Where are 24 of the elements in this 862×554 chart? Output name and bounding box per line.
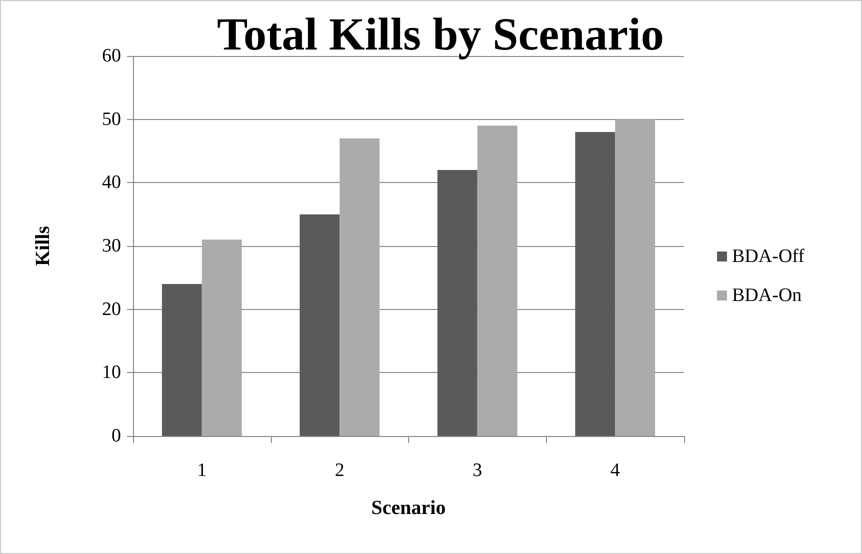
bar — [162, 284, 202, 436]
y-tick-label: 30 — [102, 236, 121, 256]
bar — [300, 214, 340, 436]
legend-label: BDA-Off — [732, 246, 806, 267]
y-tick-label: 0 — [112, 426, 121, 446]
x-tick-label: 1 — [197, 460, 207, 481]
bar — [477, 126, 518, 436]
y-tick-label: 60 — [102, 46, 121, 66]
x-tick-label: 2 — [334, 460, 344, 481]
y-tick-label: 50 — [102, 108, 121, 130]
bar — [340, 138, 380, 436]
y-tick-label: 10 — [102, 362, 121, 384]
y-tick-label: 40 — [102, 172, 121, 194]
bar — [437, 170, 478, 436]
x-tick-label: 3 — [472, 460, 482, 481]
x-axis-title: Scenario — [371, 497, 446, 519]
bar — [575, 132, 616, 436]
y-axis-title: Kills — [32, 226, 54, 266]
chart-title: Total Kills by Scenario — [217, 8, 664, 60]
x-tick-label: 4 — [610, 460, 620, 481]
bar — [202, 240, 242, 436]
legend-label: BDA-On — [732, 285, 802, 306]
bar — [615, 119, 656, 436]
y-tick-label: 20 — [102, 298, 121, 320]
